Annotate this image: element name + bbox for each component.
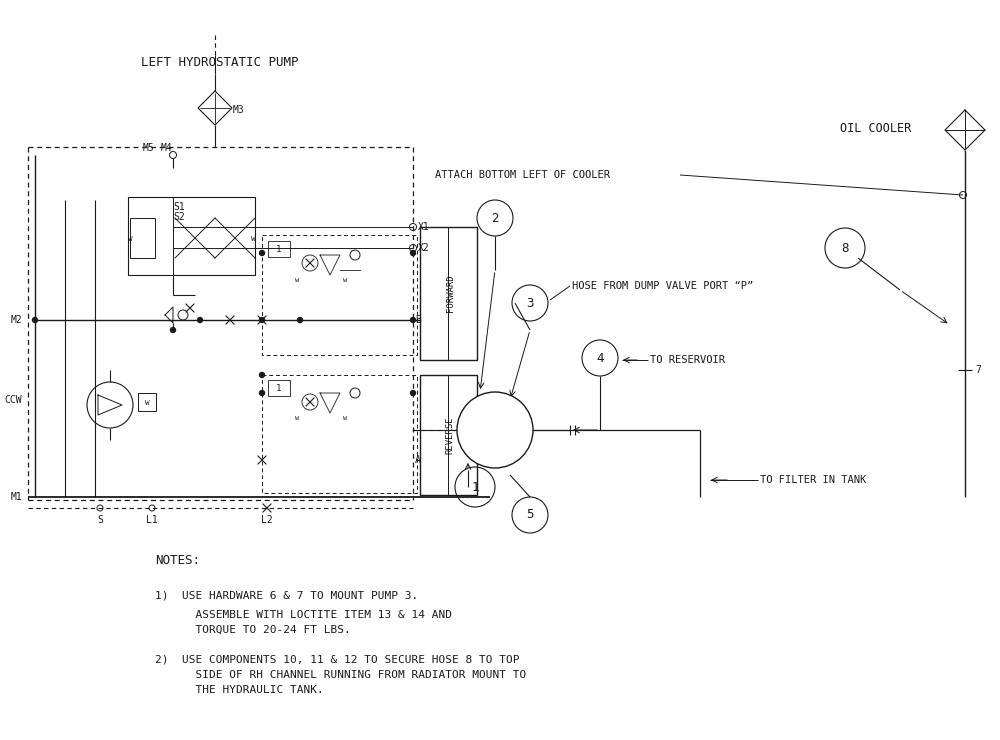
- Text: 7: 7: [975, 365, 981, 375]
- Circle shape: [457, 392, 533, 468]
- Circle shape: [198, 317, 203, 323]
- Text: w: w: [145, 397, 149, 406]
- Text: TORQUE TO 20-24 FT LBS.: TORQUE TO 20-24 FT LBS.: [155, 625, 351, 635]
- Text: THE HYDRAULIC TANK.: THE HYDRAULIC TANK.: [155, 685, 324, 695]
- Circle shape: [33, 317, 38, 323]
- Circle shape: [411, 391, 416, 395]
- Text: CCW: CCW: [4, 395, 22, 405]
- Text: 3: 3: [526, 297, 534, 309]
- Text: A: A: [415, 455, 421, 465]
- Bar: [420, 227, 477, 360]
- Bar: [128, 197, 255, 275]
- Circle shape: [260, 372, 265, 377]
- Text: 5: 5: [526, 508, 534, 522]
- Text: M5: M5: [143, 143, 155, 153]
- Text: S: S: [97, 515, 103, 525]
- Text: w: w: [295, 277, 299, 283]
- Text: 1: 1: [471, 480, 479, 494]
- Text: X1: X1: [418, 222, 430, 232]
- Text: w: w: [128, 234, 133, 243]
- Text: w: w: [251, 234, 256, 243]
- Text: TO RESERVOIR: TO RESERVOIR: [650, 355, 725, 365]
- Text: 4: 4: [596, 352, 604, 365]
- Bar: [138, 393, 156, 411]
- Text: M4: M4: [161, 143, 173, 153]
- Text: M1: M1: [10, 492, 22, 502]
- Text: S1: S1: [173, 202, 185, 212]
- Text: REVERSE: REVERSE: [446, 416, 455, 454]
- Circle shape: [260, 251, 265, 255]
- Text: 8: 8: [841, 241, 849, 255]
- Text: FORWARD: FORWARD: [446, 275, 455, 312]
- Text: M2: M2: [10, 315, 22, 325]
- Text: w: w: [295, 415, 299, 421]
- Circle shape: [298, 317, 303, 323]
- Circle shape: [260, 391, 265, 395]
- Text: 2)  USE COMPONENTS 10, 11 & 12 TO SECURE HOSE 8 TO TOP: 2) USE COMPONENTS 10, 11 & 12 TO SECURE …: [155, 655, 520, 665]
- Text: HOSE FROM DUMP VALVE PORT “P”: HOSE FROM DUMP VALVE PORT “P”: [572, 281, 753, 291]
- Bar: [262, 235, 417, 355]
- Circle shape: [411, 317, 416, 323]
- Text: 1)  USE HARDWARE 6 & 7 TO MOUNT PUMP 3.: 1) USE HARDWARE 6 & 7 TO MOUNT PUMP 3.: [155, 590, 418, 600]
- Text: TO FILTER IN TANK: TO FILTER IN TANK: [760, 475, 866, 485]
- Text: w: w: [343, 277, 347, 283]
- Text: OIL COOLER: OIL COOLER: [840, 121, 911, 135]
- Text: B: B: [415, 315, 421, 325]
- Circle shape: [411, 251, 416, 255]
- Bar: [130, 218, 155, 258]
- Text: 1: 1: [276, 244, 282, 254]
- Bar: [268, 380, 290, 396]
- Text: M3: M3: [233, 105, 245, 115]
- Text: LEFT HYDROSTATIC PUMP: LEFT HYDROSTATIC PUMP: [141, 56, 299, 69]
- Bar: [262, 375, 417, 493]
- Text: 1: 1: [276, 383, 282, 392]
- Text: L1: L1: [146, 515, 158, 525]
- Text: 1.4CIR: 1.4CIR: [477, 425, 513, 435]
- Text: S2: S2: [173, 212, 185, 222]
- Bar: [420, 375, 477, 495]
- Text: L2: L2: [261, 515, 273, 525]
- Text: 2: 2: [491, 212, 499, 224]
- Text: X2: X2: [418, 243, 430, 253]
- Text: ASSEMBLE WITH LOCTITE ITEM 13 & 14 AND: ASSEMBLE WITH LOCTITE ITEM 13 & 14 AND: [155, 610, 452, 620]
- Circle shape: [260, 317, 265, 323]
- Text: w: w: [343, 415, 347, 421]
- Text: NOTES:: NOTES:: [155, 554, 200, 567]
- Text: SIDE OF RH CHANNEL RUNNING FROM RADIATOR MOUNT TO: SIDE OF RH CHANNEL RUNNING FROM RADIATOR…: [155, 670, 526, 680]
- Text: ATTACH BOTTOM LEFT OF COOLER: ATTACH BOTTOM LEFT OF COOLER: [435, 170, 610, 180]
- Circle shape: [171, 328, 176, 332]
- Bar: [268, 241, 290, 257]
